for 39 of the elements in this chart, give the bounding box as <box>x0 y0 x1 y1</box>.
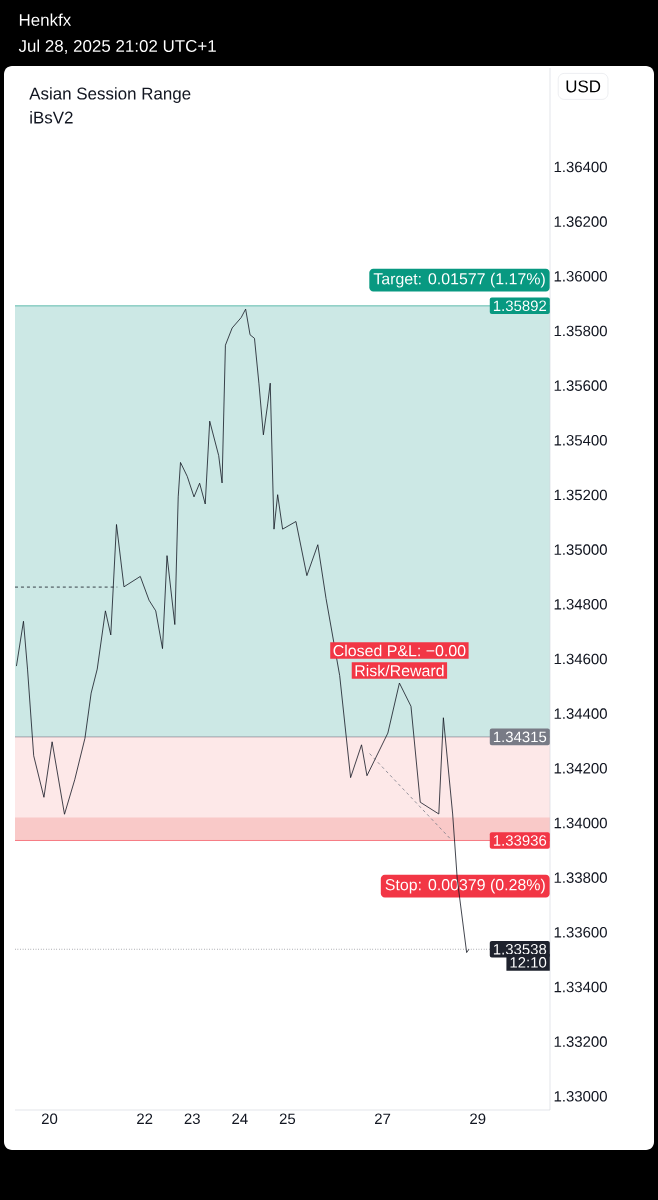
y-tick-label: 1.33200 <box>554 1036 607 1047</box>
x-tick-label: 29 <box>470 1113 486 1125</box>
y-tick-label: 1.36200 <box>554 216 607 227</box>
chart-subtitle: Jul 28, 2025 21:02 UTC+1 <box>18 39 216 54</box>
ref-line-label: 1.33936 <box>493 835 547 846</box>
x-tick-label: 24 <box>232 1113 248 1124</box>
y-tick-label: 1.33600 <box>554 927 607 938</box>
annotation: Closed P&L: −0.00 <box>333 644 466 657</box>
ref-line-label: 1.34315 <box>493 731 547 743</box>
y-axis-title: USD <box>566 80 601 93</box>
x-tick-label: 27 <box>375 1113 391 1124</box>
annotation: Asian Session Range <box>29 87 191 103</box>
annotation: Risk/Reward <box>355 664 444 677</box>
band-label: Target: 0.01577 (1.17%) <box>373 272 545 288</box>
y-tick-label: 1.35800 <box>554 325 607 337</box>
y-tick-label: 1.34600 <box>554 653 607 665</box>
y-tick-label: 1.36000 <box>554 271 607 282</box>
x-tick-label: 22 <box>137 1113 153 1124</box>
x-tick-label: 25 <box>279 1113 296 1125</box>
band-label: Stop: 0.00379 (0.28%) <box>385 878 545 894</box>
y-tick-label: 1.34800 <box>554 599 607 610</box>
y-tick-label: 1.35400 <box>554 435 607 446</box>
y-tick-label: 1.33400 <box>554 981 607 993</box>
y-tick-label: 1.34200 <box>554 763 607 774</box>
annotation: 12:10 <box>510 957 547 968</box>
y-tick-label: 1.35000 <box>554 544 607 555</box>
x-tick-label: 23 <box>184 1113 200 1125</box>
y-tick-label: 1.35600 <box>554 380 607 391</box>
ref-line-label: 1.35892 <box>493 300 547 312</box>
chart-title: Henkfx <box>19 13 72 26</box>
ref-line-label: 1.33538 <box>493 943 547 955</box>
annotation: iBsV2 <box>30 111 73 124</box>
y-tick-label: 1.33000 <box>554 1091 607 1102</box>
y-tick-label: 1.36400 <box>554 161 607 173</box>
y-tick-label: 1.34400 <box>554 708 607 719</box>
y-tick-label: 1.34000 <box>554 817 607 829</box>
y-tick-label: 1.33800 <box>554 872 607 883</box>
y-tick-label: 1.35200 <box>554 489 607 501</box>
x-tick-label: 20 <box>41 1113 58 1125</box>
